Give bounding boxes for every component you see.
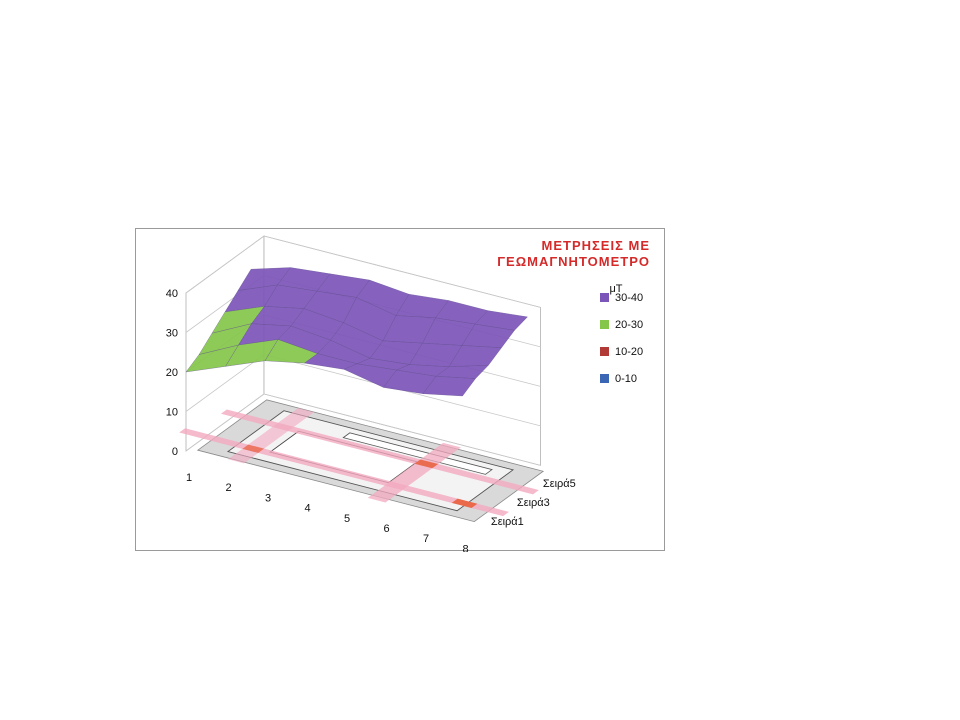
legend-swatch	[600, 293, 609, 302]
x-tick-label: 5	[344, 513, 350, 525]
legend-swatch	[600, 320, 609, 329]
chart-title-line-1: ΜΕΤΡΗΣΕΙΣ ΜΕ	[542, 238, 651, 253]
series-axis-label: Σειρά3	[517, 497, 550, 509]
chart-frame: ΜΕΤΡΗΣΕΙΣ ΜΕ ΓΕΩΜΑΓΝΗΤΟΜΕΤΡΟ 0 10 20 30 40 1…	[135, 228, 665, 552]
x-tick-label: 1	[186, 472, 192, 484]
z-tick-label: 10	[166, 407, 178, 419]
gridline-40	[185, 235, 541, 308]
x-tick-label: 7	[423, 533, 429, 545]
z-tick-label: 20	[166, 367, 178, 379]
gridline-0	[185, 393, 541, 466]
legend-item-label: 20-30	[615, 319, 643, 331]
surface-plot	[185, 267, 528, 397]
series-axis-label: Σειρά5	[543, 478, 576, 490]
floor-marker-3	[242, 444, 265, 453]
x-tick-label: 4	[304, 503, 310, 515]
z-tick-label: 0	[172, 446, 178, 458]
x-tick-label: 3	[265, 492, 271, 504]
legend-swatch	[600, 374, 609, 383]
z-tick-label: 30	[166, 328, 178, 340]
floor-marker-2	[414, 459, 439, 469]
floor-strip-3	[367, 442, 461, 503]
legend-item-label: 0-10	[615, 373, 637, 385]
x-tick-label: 2	[225, 482, 231, 494]
legend-item-label: 30-40	[615, 292, 643, 304]
legend: μT 30-40 20-30 10-20 0-10	[600, 283, 643, 385]
z-axis: 0 10 20 30 40	[166, 288, 178, 458]
floor-marker-1	[451, 498, 478, 509]
floor-plan-picture	[179, 399, 545, 523]
legend-item-label: 10-20	[615, 346, 643, 358]
series-axis: Σειρά1 Σειρά3 Σειρά5	[491, 478, 576, 528]
legend-title: μT	[609, 283, 622, 295]
floor-strip-2	[220, 409, 539, 495]
surface-cell-0-6	[422, 376, 476, 397]
surface-chart: ΜΕΤΡΗΣΕΙΣ ΜΕ ΓΕΩΜΑΓΝΗΤΟΜΕΤΡΟ 0 10 20 30 40 1…	[166, 235, 651, 552]
chart-title-line-2: ΓΕΩΜΑΓΝΗΤΟΜΕΤΡΟ	[497, 254, 650, 269]
legend-swatch	[600, 347, 609, 356]
series-axis-label: Σειρά1	[491, 516, 524, 528]
x-axis: 1 2 3 4 5 6 7 8	[186, 472, 469, 552]
x-tick-label: 8	[462, 543, 468, 552]
z-tick-label: 40	[166, 288, 178, 300]
x-tick-label: 6	[383, 523, 389, 535]
